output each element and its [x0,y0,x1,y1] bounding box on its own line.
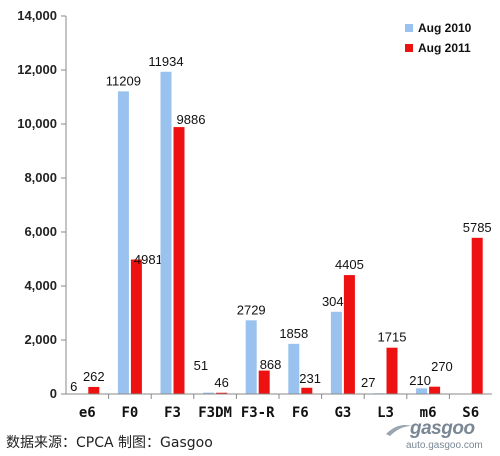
data-label: 231 [299,371,321,386]
bar [203,392,215,394]
category-label: G3 [334,405,351,421]
data-label: 6 [70,379,77,394]
category-label: e6 [79,405,96,421]
data-label: 9886 [177,112,206,127]
plot-area: 6 262 11209 4981 11934 9886 51 46 2729 868 1858 231… [70,54,492,395]
legend: Aug 2010 Aug 2011 [405,21,472,55]
bar [288,343,300,394]
y-tick-label: 14,000 [17,8,57,23]
y-tick-label: 6,000 [24,224,57,239]
data-label: 210 [409,373,431,388]
bar [386,347,398,394]
bar [130,259,142,394]
category-label: S6 [462,405,479,421]
category-label: F3DM [198,405,232,421]
source-note: 数据来源：CPCA 制图：Gasgoo [6,435,213,451]
y-tick-label: 0 [50,386,57,401]
category-label: F3 [164,405,181,421]
bar [88,386,100,394]
y-tick-label: 8,000 [24,170,57,185]
legend-swatch [405,44,413,52]
data-label: 27 [361,375,375,390]
bar [416,388,428,394]
data-label: 262 [83,369,105,384]
bar [429,386,441,394]
data-label: 11934 [148,54,183,69]
data-label: 4981 [134,252,163,267]
bar [330,311,342,394]
data-label: 868 [260,357,282,372]
bar [245,320,257,394]
watermark-logo: gasgoo auto.gasgoo.com [384,418,496,454]
y-tick-label: 4,000 [24,278,57,293]
bar [160,71,172,395]
bar [471,237,483,394]
data-label: 51 [194,358,208,373]
bar [258,370,270,394]
bar [216,392,228,394]
y-tick-label: 12,000 [17,62,57,77]
data-label: 270 [431,359,453,374]
bar [173,127,185,394]
watermark-brand: gasgoo [410,418,475,439]
bar [117,91,129,395]
data-label: 5785 [463,220,492,235]
watermark-url: auto.gasgoo.com [406,440,483,451]
data-label: 3045 [322,294,351,309]
data-label: 2729 [237,302,266,317]
y-axis: 0 2,000 4,000 6,000 8,000 10,000 12,000 14,000 [17,8,67,401]
category-label: F6 [292,405,309,421]
data-label: 11209 [106,73,141,88]
bar [343,275,355,394]
legend-label: Aug 2010 [418,21,472,35]
category-label: m6 [420,405,437,421]
category-label: F3-R [241,405,275,421]
category-label: L3 [377,405,394,421]
y-tick-label: 10,000 [17,116,57,131]
data-label: 46 [214,375,228,390]
swoosh-icon [386,425,412,436]
data-label: 4405 [335,257,364,272]
bar-chart: 02,0004,0006,0008,00010,00012,00014,000 … [17,8,492,421]
category-label: F0 [121,405,138,421]
data-label: 1858 [279,326,308,341]
bar [301,387,313,394]
data-label: 1715 [378,330,407,345]
y-tick-label: 2,000 [24,332,57,347]
legend-label: Aug 2011 [418,41,471,55]
x-axis: e6 F0 F3 F3DM F3-R F6 G3 L3 m6 S6 [66,393,492,421]
legend-swatch [405,24,413,32]
